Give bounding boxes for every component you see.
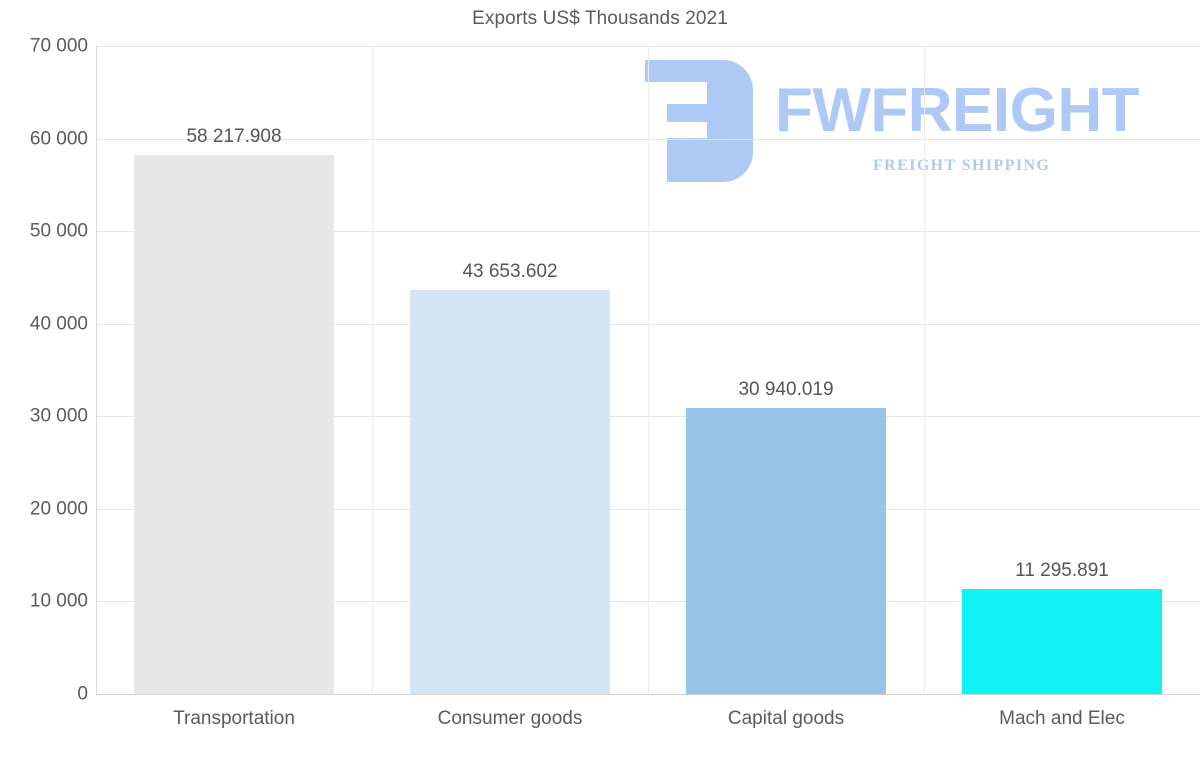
gridline-vertical bbox=[648, 46, 649, 694]
y-axis-tick-label: 30 000 bbox=[29, 405, 88, 427]
x-axis-tick-label: Mach and Elec bbox=[999, 708, 1125, 729]
bar-value-label: 43 653.602 bbox=[462, 261, 558, 282]
y-axis-tick-label: 40 000 bbox=[29, 313, 88, 335]
x-axis-tick-label: Consumer goods bbox=[437, 708, 583, 729]
bar[interactable] bbox=[134, 155, 334, 694]
y-axis-tick-label: 60 000 bbox=[29, 128, 88, 150]
bar[interactable] bbox=[410, 290, 610, 694]
x-axis-tick-label: Capital goods bbox=[727, 708, 845, 729]
y-axis-tick-label: 20 000 bbox=[29, 498, 88, 520]
y-axis-tick-label: 50 000 bbox=[29, 220, 88, 242]
y-axis-tick-label: 0 bbox=[77, 683, 88, 705]
plot-area: 58 217.908 43 653.602 30 940.019 11 295.891 bbox=[96, 46, 1200, 695]
x-axis-line bbox=[96, 694, 1200, 695]
gridline-vertical bbox=[924, 46, 925, 694]
bar[interactable] bbox=[962, 589, 1162, 694]
gridline-vertical bbox=[372, 46, 373, 694]
chart-title: Exports US$ Thousands 2021 bbox=[472, 8, 728, 29]
bar-value-label: 58 217.908 bbox=[186, 126, 282, 147]
y-axis-line bbox=[96, 46, 97, 695]
x-axis-tick-label: Transportation bbox=[173, 708, 295, 729]
y-axis-tick-label: 10 000 bbox=[29, 590, 88, 612]
y-axis-tick-label: 70 000 bbox=[29, 35, 88, 57]
bar[interactable] bbox=[686, 408, 886, 694]
bar-value-label: 11 295.891 bbox=[1015, 560, 1109, 581]
bar-value-label: 30 940.019 bbox=[738, 379, 834, 400]
